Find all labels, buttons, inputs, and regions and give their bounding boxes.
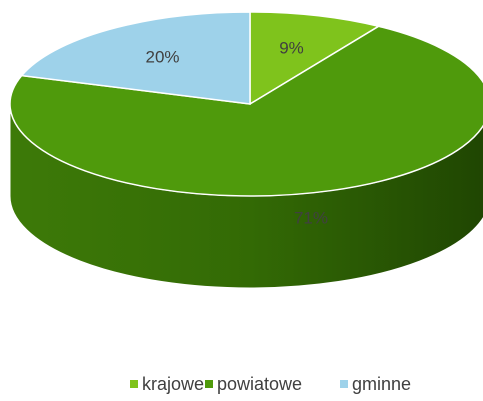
- data-label: 9%: [279, 39, 304, 58]
- data-label: 20%: [146, 47, 180, 66]
- legend-label: gminne: [352, 374, 411, 394]
- legend-label: powiatowe: [217, 374, 302, 394]
- data-label: 71%: [294, 208, 328, 227]
- legend-swatch: [205, 380, 213, 388]
- legend-label: krajowe: [142, 374, 204, 394]
- slice: [249, 11, 381, 106]
- slice: [20, 11, 251, 105]
- slice: [9, 25, 483, 197]
- legend-swatch: [130, 380, 138, 388]
- legend-swatch: [340, 380, 348, 388]
